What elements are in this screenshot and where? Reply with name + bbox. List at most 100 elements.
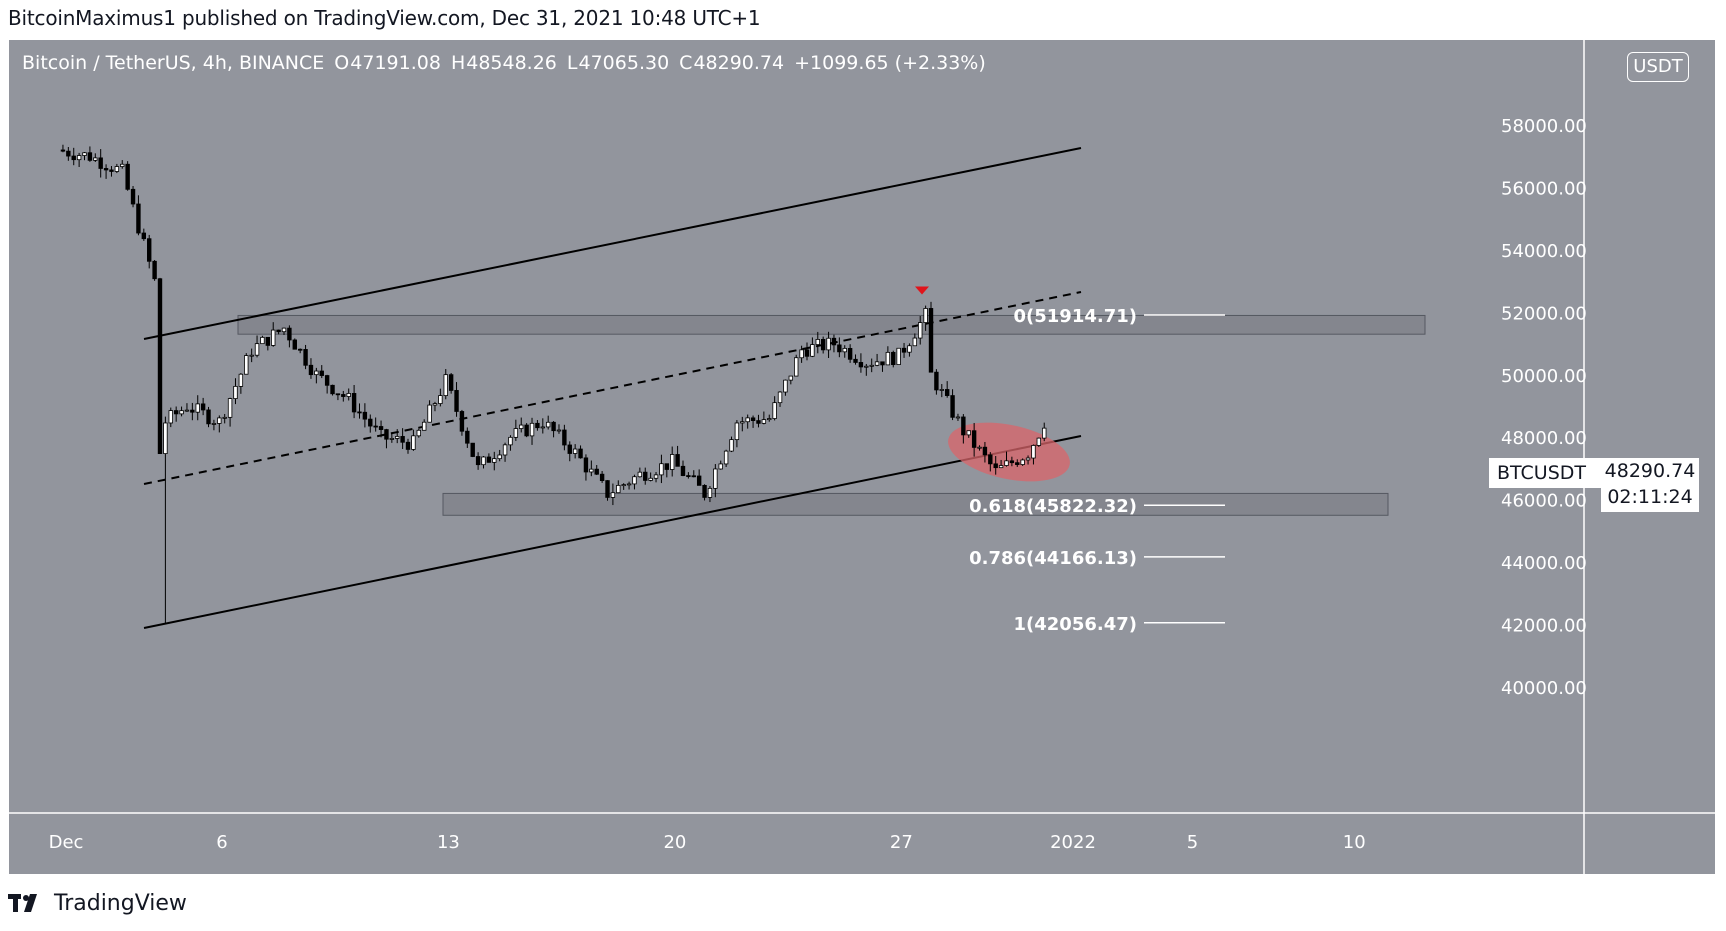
candle bbox=[605, 480, 610, 501]
candle bbox=[718, 460, 723, 470]
candle bbox=[244, 353, 249, 375]
candle bbox=[842, 345, 847, 358]
candle bbox=[98, 149, 103, 178]
candle bbox=[1015, 459, 1020, 467]
candle bbox=[610, 483, 616, 506]
candle bbox=[626, 481, 632, 490]
candle-body bbox=[632, 476, 637, 485]
candle bbox=[659, 454, 664, 484]
chart-area[interactable]: 0(51914.71) 0.618(45822.32) 0.786(44166.13… bbox=[9, 40, 1715, 874]
publisher-line: BitcoinMaximus1 published on TradingView… bbox=[8, 6, 761, 30]
candle bbox=[211, 419, 217, 431]
candle bbox=[470, 442, 475, 458]
candle bbox=[729, 436, 734, 453]
fib-level-label: 1(42056.47) bbox=[1014, 614, 1138, 635]
candle bbox=[120, 160, 125, 169]
footer-brand[interactable]: TradingView bbox=[54, 890, 187, 916]
candle bbox=[616, 480, 621, 494]
candle-body bbox=[551, 421, 556, 432]
candle-body bbox=[896, 347, 901, 366]
candle bbox=[384, 428, 389, 449]
candle bbox=[454, 382, 459, 417]
candle bbox=[351, 384, 357, 419]
candle bbox=[831, 334, 837, 353]
candle-body bbox=[184, 409, 190, 412]
candle-body bbox=[314, 370, 319, 376]
candle bbox=[459, 409, 465, 436]
last-price-tag: 48290.74 02:11:24 bbox=[1601, 458, 1699, 512]
candle bbox=[675, 445, 680, 467]
candle-body bbox=[837, 344, 842, 353]
candle-body bbox=[244, 355, 249, 375]
candle bbox=[901, 342, 907, 358]
candle-body bbox=[432, 403, 438, 406]
candle-body bbox=[858, 362, 864, 368]
y-tick-label: 40000.00 bbox=[1501, 678, 1587, 699]
candle bbox=[1020, 458, 1025, 466]
candle bbox=[125, 161, 130, 191]
candle bbox=[696, 469, 702, 486]
x-tick-label: 2022 bbox=[1050, 832, 1096, 853]
candle bbox=[998, 459, 1004, 469]
candle bbox=[281, 327, 287, 336]
candle-body bbox=[508, 436, 513, 446]
tradingview-logo-icon bbox=[8, 894, 37, 912]
candle-body bbox=[847, 347, 853, 360]
symbol-name[interactable]: Bitcoin / TetherUS, 4h, BINANCE bbox=[22, 52, 325, 74]
candle bbox=[772, 396, 777, 421]
candle-body bbox=[880, 361, 885, 366]
candle-body bbox=[653, 474, 659, 479]
candle bbox=[815, 331, 820, 354]
candle bbox=[346, 388, 351, 401]
candle bbox=[502, 442, 508, 462]
candle-body bbox=[303, 349, 308, 366]
candle-body bbox=[351, 393, 357, 413]
candle-body bbox=[82, 152, 87, 156]
channel-line-solid bbox=[143, 147, 1082, 340]
candle-body bbox=[961, 416, 966, 436]
candle bbox=[206, 406, 211, 428]
candle bbox=[292, 338, 297, 350]
candle-body bbox=[395, 436, 400, 439]
candle bbox=[319, 365, 324, 379]
y-tick-label: 56000.00 bbox=[1501, 178, 1587, 199]
candle bbox=[287, 325, 292, 348]
candle bbox=[184, 403, 190, 412]
candle bbox=[438, 388, 443, 407]
price-chart[interactable]: 0(51914.71) 0.618(45822.32) 0.786(44166.13… bbox=[9, 40, 1715, 874]
candle-body bbox=[492, 458, 497, 463]
candle-body bbox=[481, 456, 486, 466]
candle-body bbox=[572, 448, 578, 454]
channel-line-dashed bbox=[143, 291, 1082, 485]
candle bbox=[551, 421, 556, 438]
currency-badge[interactable]: USDT bbox=[1627, 52, 1689, 82]
candle-body bbox=[179, 410, 184, 415]
candle-body bbox=[163, 422, 168, 455]
candle-body bbox=[734, 422, 740, 441]
candle-body bbox=[130, 188, 136, 205]
candle-body bbox=[648, 477, 653, 481]
candle bbox=[918, 315, 923, 345]
candle bbox=[1042, 422, 1047, 442]
candle-body bbox=[1025, 457, 1031, 461]
candle-body bbox=[60, 149, 66, 152]
candle bbox=[238, 373, 244, 394]
candle-body bbox=[103, 168, 109, 171]
high-value: 48548.26 bbox=[466, 52, 557, 74]
candle bbox=[847, 344, 853, 363]
support-resistance-zone bbox=[237, 314, 1426, 335]
y-tick-label: 48000.00 bbox=[1501, 428, 1587, 449]
candle-body bbox=[783, 379, 788, 393]
candle bbox=[147, 234, 152, 269]
candle bbox=[767, 414, 772, 422]
candle-body bbox=[610, 492, 616, 498]
candle-body bbox=[944, 389, 950, 396]
candle-body bbox=[664, 463, 670, 470]
candle bbox=[109, 166, 114, 177]
candle bbox=[880, 361, 885, 372]
candle bbox=[977, 445, 982, 451]
candle bbox=[519, 417, 524, 433]
open-label: O bbox=[334, 52, 350, 74]
x-tick-label: Dec bbox=[49, 832, 84, 853]
candle-body bbox=[1015, 462, 1020, 465]
